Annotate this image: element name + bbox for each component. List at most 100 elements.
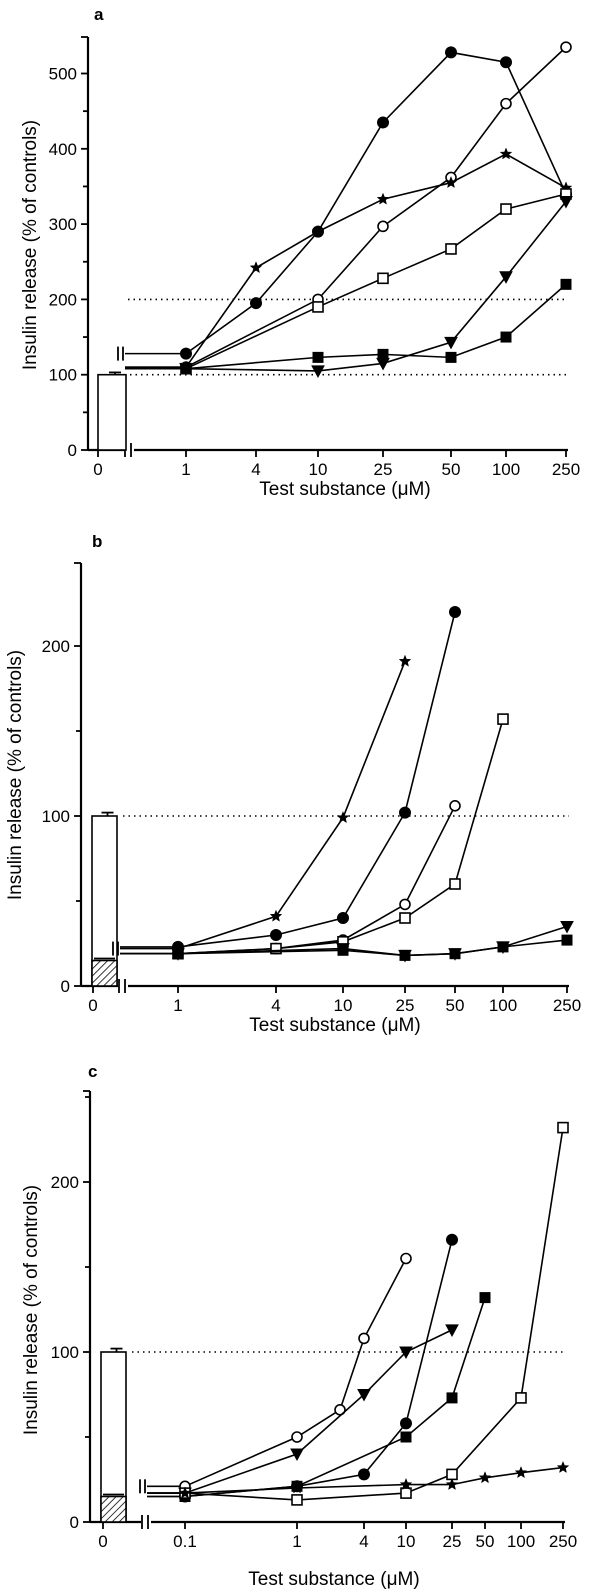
data-point-star xyxy=(178,1486,192,1499)
data-point-circle-filled xyxy=(500,56,512,69)
data-point-square-filled xyxy=(445,351,457,363)
data-point-circle-open xyxy=(449,799,461,812)
control-bar xyxy=(97,373,127,451)
x-tick-label: 0 xyxy=(98,1532,107,1551)
data-point-square-open xyxy=(557,1121,569,1134)
series-line xyxy=(177,939,568,957)
series-line xyxy=(185,201,567,372)
data-point-square-open xyxy=(515,1392,527,1404)
data-point-square-filled xyxy=(500,331,512,343)
data-point-circle-filled xyxy=(270,929,282,941)
data-point-square-filled xyxy=(446,1392,458,1404)
data-point-circle-filled xyxy=(446,1233,458,1246)
data-point-triangle-filled xyxy=(311,365,325,378)
chart-panel-c: c 0 100 200 0 0.1 1 4 10 25 50 100 250 Test substance… xyxy=(21,1062,577,1590)
data-point-star xyxy=(399,1477,413,1491)
series-star xyxy=(125,147,573,373)
y-axis-label: Insulin release (% of controls) xyxy=(5,650,26,900)
series-triangle-filled xyxy=(147,1324,459,1501)
series-line xyxy=(177,661,406,950)
data-point-square-filled xyxy=(377,348,389,360)
x-tick-label: 1 xyxy=(292,1532,301,1551)
data-point-square-filled xyxy=(479,1292,491,1304)
series-star xyxy=(147,1460,570,1499)
data-point-star xyxy=(445,1477,459,1491)
data-point-square-open xyxy=(449,878,461,890)
data-point-circle-open xyxy=(399,898,411,911)
data-point-circle-filled xyxy=(250,297,262,310)
data-point-circle-open xyxy=(500,97,512,110)
chart-panel-b: b 0 100 200 0 1 4 10 25 50 100 250 Test substance (μ… xyxy=(5,532,581,1036)
series-line xyxy=(177,718,504,955)
control-bar-hatched xyxy=(100,1495,127,1523)
series-line xyxy=(177,805,456,955)
data-point-star xyxy=(556,1460,570,1474)
data-point-star xyxy=(478,1471,492,1484)
data-point-square-filled xyxy=(449,948,461,960)
data-point-star xyxy=(376,192,390,205)
series-star xyxy=(120,654,412,955)
data-point-triangle-filled xyxy=(357,1389,371,1402)
x-tick-label: 10 xyxy=(309,460,328,479)
data-point-star xyxy=(444,176,458,189)
y-tick-label: 100 xyxy=(49,366,77,385)
x-tick-label: 0 xyxy=(93,460,102,479)
x-tick-label: 250 xyxy=(549,1532,577,1551)
x-tick-label: 1 xyxy=(181,460,190,479)
data-point-square-filled xyxy=(400,1431,412,1443)
series-line xyxy=(185,283,567,370)
x-tick-label: 250 xyxy=(552,460,580,479)
data-point-triangle-filled xyxy=(445,1324,459,1337)
x-axis-label: Test substance (μM) xyxy=(259,479,430,500)
series-line xyxy=(185,46,567,368)
y-tick-label: 200 xyxy=(49,290,77,309)
data-point-square-open xyxy=(445,243,457,255)
data-point-star xyxy=(514,1466,528,1479)
data-point-star xyxy=(249,261,263,274)
y-tick-label: 300 xyxy=(49,215,77,234)
data-point-square-filled xyxy=(172,948,184,960)
y-tick-label: 400 xyxy=(49,140,77,159)
x-tick-label: 10 xyxy=(334,996,353,1015)
data-point-square-filled xyxy=(312,351,324,363)
panel-label: c xyxy=(88,1062,97,1081)
series-square-filled xyxy=(120,934,573,961)
series-line xyxy=(184,1127,564,1501)
data-point-circle-open xyxy=(400,1252,412,1265)
y-tick-label: 100 xyxy=(51,1343,79,1362)
series-circle-open xyxy=(147,1252,412,1493)
data-point-circle-filled xyxy=(445,46,457,59)
series-circle-filled xyxy=(125,46,572,360)
series-line xyxy=(185,193,567,370)
data-point-square-filled xyxy=(561,934,573,946)
data-point-circle-filled xyxy=(337,912,349,924)
y-tick-label: 0 xyxy=(70,1513,79,1532)
data-point-circle-open xyxy=(377,220,389,233)
data-point-star xyxy=(269,909,283,922)
data-point-square-filled xyxy=(560,278,572,290)
y-tick-label: 100 xyxy=(42,807,70,826)
data-point-triangle-filled xyxy=(499,271,513,284)
data-point-square-filled xyxy=(399,949,411,961)
data-point-circle-open xyxy=(560,41,572,53)
x-tick-label: 10 xyxy=(397,1532,416,1551)
y-tick-label: 0 xyxy=(61,977,70,996)
data-point-circle-filled xyxy=(449,606,461,618)
x-tick-label: 4 xyxy=(359,1532,368,1551)
data-point-circle-filled xyxy=(400,1417,412,1430)
series-circle-filled xyxy=(147,1233,458,1503)
series-square-open xyxy=(147,1121,569,1506)
data-point-circle-filled xyxy=(180,347,192,360)
data-point-square-open xyxy=(500,203,512,215)
data-point-circle-open xyxy=(358,1332,370,1345)
data-point-square-filled xyxy=(337,944,349,956)
x-tick-label: 50 xyxy=(446,996,465,1015)
data-point-star xyxy=(290,1481,304,1494)
series-line xyxy=(184,1239,453,1498)
data-point-square-filled xyxy=(180,363,192,375)
data-point-triangle-filled xyxy=(399,1346,413,1360)
data-point-circle-filled xyxy=(358,1468,370,1481)
data-point-square-open xyxy=(497,713,509,725)
data-point-star xyxy=(311,224,325,238)
